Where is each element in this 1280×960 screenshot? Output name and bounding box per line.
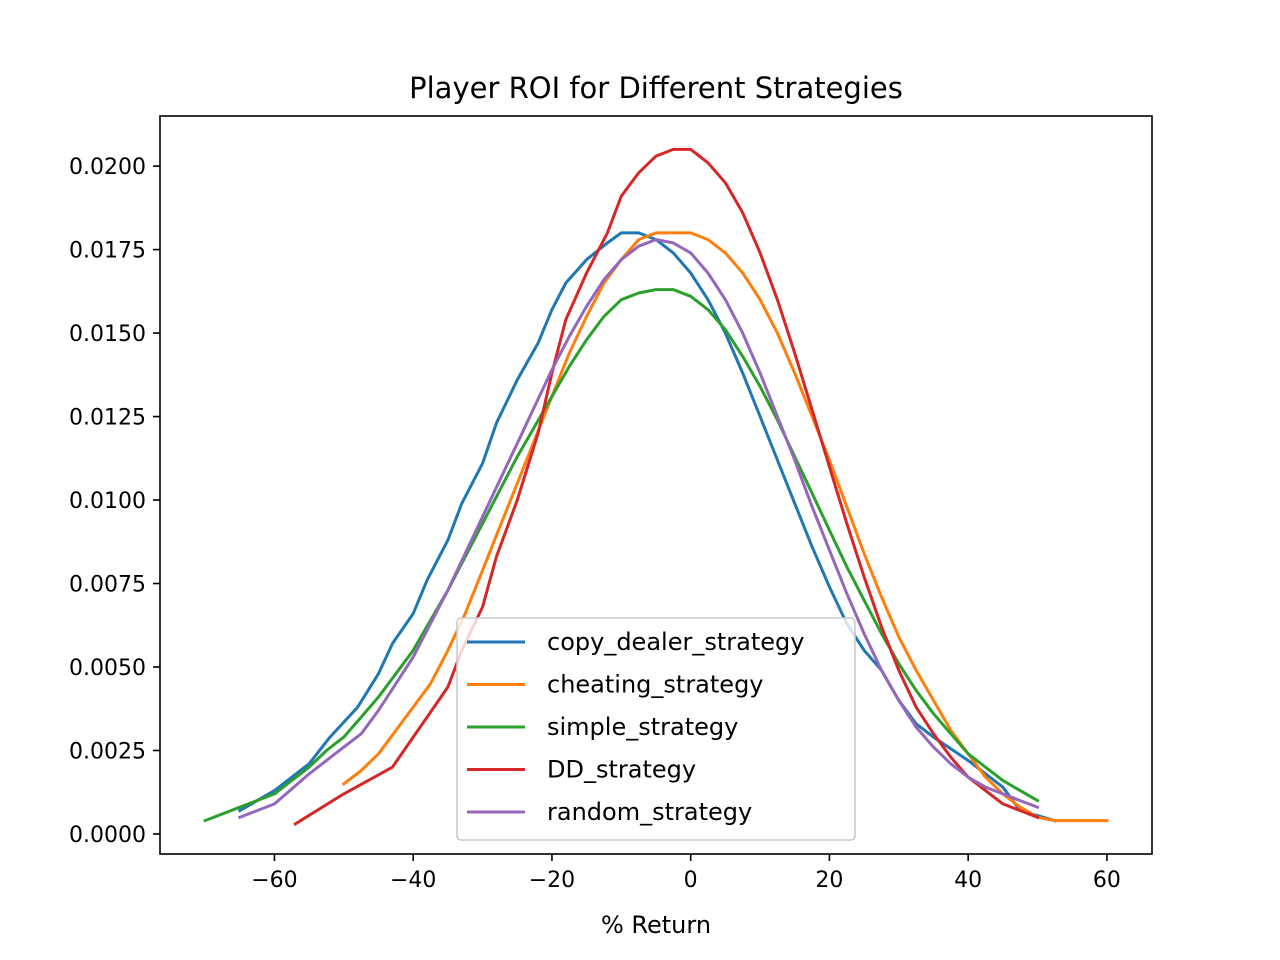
y-axis-ticks: 0.0000 0.0025 0.0050 0.0075 0.0100 0.0125 0.01… <box>69 155 160 848</box>
y-tick-label: 0.0025 <box>69 739 146 764</box>
x-axis-ticks: −60 −40 −20 0 20 40 60 <box>251 854 1121 893</box>
legend-label-DD-strategy: DD_strategy <box>547 756 696 784</box>
x-axis-label: % Return <box>601 911 711 939</box>
series-line-random-strategy <box>237 238 1040 820</box>
x-tick-label: −20 <box>529 868 575 893</box>
y-tick-label: 0.0200 <box>69 155 146 180</box>
y-tick-label: 0.0150 <box>69 322 146 347</box>
x-tick-label: 20 <box>815 868 843 893</box>
y-tick-label: 0.0175 <box>69 239 146 264</box>
legend-label-random-strategy: random_strategy <box>547 798 752 826</box>
x-tick-label: −40 <box>390 868 436 893</box>
y-tick-label: 0.0100 <box>69 489 146 514</box>
series-line-cheating-strategy <box>341 231 1109 823</box>
legend-label-simple-strategy: simple_strategy <box>547 713 738 741</box>
x-tick-label: 0 <box>684 868 698 893</box>
y-tick-label: 0.0075 <box>69 573 146 598</box>
chart-title: Player ROI for Different Strategies <box>409 71 903 105</box>
x-tick-label: 40 <box>954 868 982 893</box>
plot-frame <box>159 115 1153 855</box>
y-tick-label: 0.0000 <box>69 823 146 848</box>
legend-label-copy-dealer-strategy: copy_dealer_strategy <box>547 628 804 656</box>
legend: copy_dealer_strategy cheating_strategysim… <box>456 617 856 841</box>
legend-label-cheating-strategy: cheating_strategy <box>547 671 764 699</box>
y-tick-label: 0.0050 <box>69 656 146 681</box>
legend-box <box>456 617 856 841</box>
y-tick-label: 0.0125 <box>69 406 146 431</box>
series-line-simple-strategy <box>203 288 1040 823</box>
x-tick-label: −60 <box>251 868 297 893</box>
x-tick-label: 60 <box>1093 868 1121 893</box>
